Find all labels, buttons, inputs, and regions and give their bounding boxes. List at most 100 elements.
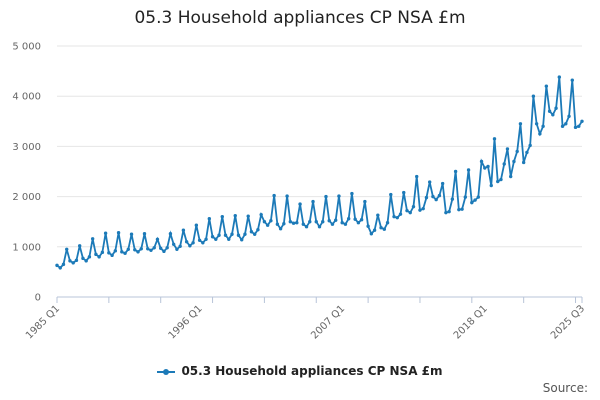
data-point[interactable] [120, 250, 124, 254]
data-point[interactable] [402, 190, 406, 195]
data-point[interactable] [311, 199, 315, 204]
data-point[interactable] [564, 122, 568, 126]
data-point[interactable] [376, 213, 380, 217]
data-point[interactable] [288, 220, 293, 224]
data-point[interactable] [324, 194, 328, 199]
data-point[interactable] [427, 180, 432, 184]
data-point[interactable] [330, 222, 335, 226]
data-point[interactable] [421, 206, 425, 211]
data-point[interactable] [434, 197, 438, 202]
data-point[interactable] [534, 122, 539, 126]
data-point[interactable] [214, 237, 218, 241]
data-point[interactable] [197, 238, 202, 242]
data-point[interactable] [346, 216, 351, 221]
data-point[interactable] [146, 247, 150, 251]
data-point[interactable] [327, 219, 331, 223]
data-point[interactable] [457, 207, 461, 212]
data-point[interactable] [424, 195, 429, 200]
data-point[interactable] [398, 212, 403, 216]
data-point[interactable] [116, 231, 121, 235]
data-point[interactable] [509, 174, 513, 179]
data-point[interactable] [295, 221, 299, 225]
data-point[interactable] [525, 150, 529, 155]
data-point[interactable] [162, 249, 166, 254]
data-point[interactable] [343, 222, 348, 226]
data-point[interactable] [440, 181, 445, 186]
data-point[interactable] [538, 132, 542, 136]
data-point[interactable] [389, 192, 393, 197]
data-point[interactable] [155, 237, 160, 241]
data-point[interactable] [356, 221, 361, 225]
data-point[interactable] [252, 232, 257, 236]
data-point[interactable] [573, 125, 578, 130]
data-point[interactable] [505, 147, 510, 151]
data-point[interactable] [100, 250, 105, 255]
data-point[interactable] [470, 200, 474, 205]
data-point[interactable] [278, 227, 283, 231]
data-point[interactable] [168, 232, 173, 236]
data-point[interactable] [444, 210, 448, 215]
data-point[interactable] [136, 250, 140, 254]
data-point[interactable] [191, 241, 195, 245]
data-point[interactable] [142, 232, 147, 236]
data-point[interactable] [171, 242, 176, 246]
data-point[interactable] [249, 230, 254, 234]
data-point[interactable] [81, 256, 85, 261]
data-point[interactable] [502, 162, 506, 166]
data-point[interactable] [447, 209, 451, 214]
data-point[interactable] [557, 75, 562, 79]
data-point[interactable] [379, 226, 383, 230]
data-point[interactable] [580, 119, 584, 124]
data-point[interactable] [210, 235, 215, 239]
data-point[interactable] [544, 84, 549, 88]
data-point[interactable] [262, 220, 267, 224]
data-point[interactable] [531, 94, 536, 98]
data-point[interactable] [431, 194, 435, 199]
legend[interactable]: 05.3 Household appliances CP NSA £m [0, 364, 600, 378]
data-point[interactable] [123, 251, 127, 256]
data-point[interactable] [94, 252, 98, 257]
data-point[interactable] [272, 193, 276, 198]
data-point[interactable] [61, 262, 66, 267]
data-point[interactable] [236, 233, 241, 237]
data-point[interactable] [220, 214, 224, 219]
data-point[interactable] [90, 237, 95, 241]
data-point[interactable] [492, 137, 497, 141]
data-point[interactable] [159, 246, 163, 251]
data-point[interactable] [473, 198, 477, 202]
data-point[interactable] [269, 219, 273, 223]
data-point[interactable] [139, 247, 143, 251]
data-point[interactable] [194, 223, 199, 227]
data-point[interactable] [71, 261, 75, 265]
data-point[interactable] [340, 221, 344, 225]
data-point[interactable] [184, 240, 189, 244]
data-point[interactable] [359, 217, 364, 222]
data-point[interactable] [77, 244, 82, 248]
data-point[interactable] [113, 249, 118, 253]
data-point[interactable] [175, 247, 179, 252]
data-point[interactable] [395, 215, 399, 220]
data-point[interactable] [149, 248, 153, 253]
data-point[interactable] [408, 210, 412, 215]
data-point[interactable] [74, 258, 79, 263]
data-point[interactable] [103, 231, 108, 235]
data-point[interactable] [243, 232, 247, 236]
data-point[interactable] [450, 197, 455, 201]
data-point[interactable] [204, 237, 208, 241]
data-point[interactable] [405, 208, 409, 213]
data-point[interactable] [551, 113, 555, 117]
data-point[interactable] [87, 255, 92, 259]
data-point[interactable] [181, 228, 186, 232]
data-point[interactable] [483, 166, 487, 170]
data-point[interactable] [201, 241, 205, 245]
data-point[interactable] [107, 251, 111, 255]
data-point[interactable] [392, 214, 396, 219]
data-point[interactable] [58, 266, 62, 270]
data-point[interactable] [570, 78, 574, 82]
data-point[interactable] [308, 220, 312, 224]
data-point[interactable] [547, 109, 552, 113]
data-point[interactable] [418, 208, 422, 212]
data-point[interactable] [369, 232, 374, 236]
data-point[interactable] [55, 263, 59, 268]
data-point[interactable] [385, 221, 390, 225]
